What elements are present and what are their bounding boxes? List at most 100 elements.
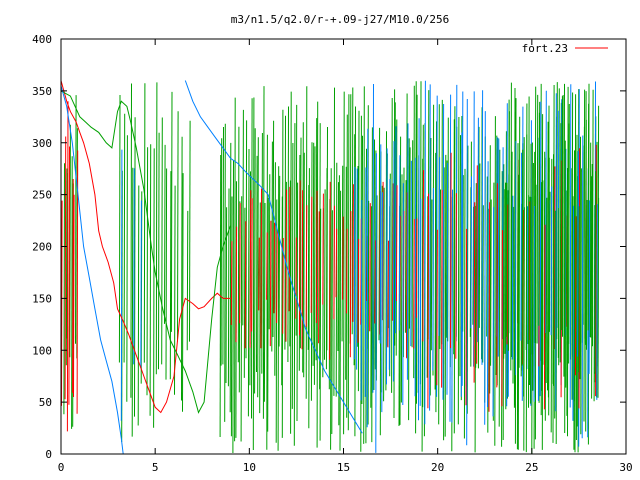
noise-mark — [232, 160, 234, 454]
noise-mark — [422, 170, 424, 342]
noise-mark — [392, 141, 395, 382]
noise-mark — [230, 241, 233, 326]
noise-mark — [538, 112, 540, 326]
noise-mark — [269, 220, 272, 347]
noise-mark — [361, 135, 363, 405]
noise-region-8 — [503, 82, 600, 453]
noise-mark — [563, 83, 565, 377]
noise-region-2 — [118, 82, 191, 443]
noise-mark — [487, 161, 489, 408]
noise-mark — [365, 148, 367, 444]
noise-mark — [477, 117, 479, 343]
noise-mark — [267, 197, 269, 432]
noise-mark — [575, 216, 577, 376]
noise-mark — [289, 180, 291, 347]
noise-mark — [257, 137, 259, 398]
noise-mark — [146, 147, 149, 396]
noise-mark — [256, 155, 258, 373]
noise-mark — [540, 182, 543, 416]
noise-mark — [169, 171, 172, 380]
noise-mark — [391, 97, 393, 393]
noise-mark — [446, 162, 449, 395]
noise-mark — [444, 154, 447, 437]
noise-mark — [251, 198, 253, 332]
noise-mark — [514, 140, 517, 376]
noise-mark — [319, 208, 322, 441]
chart-title: m3/n1.5/q2.0/r-+.09-j27/M10.0/256 — [231, 13, 450, 26]
noise-mark — [398, 155, 401, 331]
noise-mark — [349, 211, 352, 358]
noise-mark — [453, 106, 456, 434]
noise-mark — [488, 202, 491, 412]
x-tick-label: 30 — [619, 461, 632, 474]
noise-mark — [581, 135, 584, 439]
noise-mark — [360, 199, 363, 401]
noise-mark — [126, 135, 128, 402]
noise-mark — [482, 205, 484, 363]
y-tick-label: 200 — [32, 241, 52, 254]
noise-mark — [73, 194, 75, 398]
noise-mark — [263, 202, 266, 402]
noise-mark — [319, 123, 321, 390]
noise-mark — [430, 199, 433, 351]
noise-mark — [75, 95, 77, 344]
noise-mark — [72, 178, 74, 393]
noise-mark — [357, 238, 360, 343]
noise-mark — [394, 126, 397, 334]
noise-mark — [567, 86, 569, 437]
noise-mark — [586, 199, 588, 350]
noise-mark — [302, 122, 304, 373]
noise-mark — [400, 174, 403, 403]
noise-mark — [324, 189, 326, 360]
noise-mark — [335, 228, 338, 298]
noise-mark — [153, 148, 155, 428]
noise-mark — [331, 210, 333, 435]
noise-mark — [394, 102, 396, 346]
noise-mark — [374, 240, 376, 324]
noise-mark — [182, 173, 184, 412]
noise-mark — [310, 196, 313, 313]
noise-mark — [293, 123, 296, 446]
noise-mark — [506, 204, 509, 345]
noise-mark — [568, 123, 570, 364]
noise-mark — [443, 167, 445, 441]
noise-mark — [227, 188, 230, 387]
noise-mark — [577, 151, 579, 357]
y-tick-label: 50 — [39, 396, 52, 409]
noise-mark — [295, 237, 297, 319]
noise-mark — [134, 117, 136, 417]
noise-mark — [370, 206, 372, 408]
legend: fort.23 — [522, 42, 608, 55]
noise-mark — [395, 185, 398, 302]
noise-mark — [589, 142, 592, 338]
noise-mark — [497, 138, 500, 357]
noise-mark — [352, 184, 354, 322]
noise-mark — [237, 126, 240, 363]
y-tick-label: 250 — [32, 189, 52, 202]
noise-mark — [531, 142, 533, 454]
series-line-3 — [184, 80, 269, 195]
noise-mark — [307, 184, 310, 350]
noise-mark — [541, 180, 544, 450]
noise-mark — [572, 205, 574, 421]
noise-mark — [235, 226, 238, 343]
noise-mark — [585, 91, 587, 345]
noise-mark — [164, 144, 166, 324]
noise-mark — [165, 168, 168, 380]
noise-mark — [466, 98, 468, 446]
noise-mark — [496, 183, 498, 388]
noise-mark — [501, 230, 503, 407]
noise-mark — [426, 196, 429, 378]
noise-mark — [545, 90, 547, 334]
noise-mark — [333, 205, 335, 320]
noise-mark — [594, 171, 597, 374]
noise-mark — [371, 127, 373, 443]
noise-mark — [442, 103, 445, 400]
noise-mark — [240, 196, 243, 442]
noise-mark — [503, 189, 505, 359]
noise-mark — [258, 237, 260, 311]
series-line-0 — [61, 80, 231, 414]
noise-mark — [224, 123, 226, 422]
x-tick-label: 25 — [525, 461, 538, 474]
